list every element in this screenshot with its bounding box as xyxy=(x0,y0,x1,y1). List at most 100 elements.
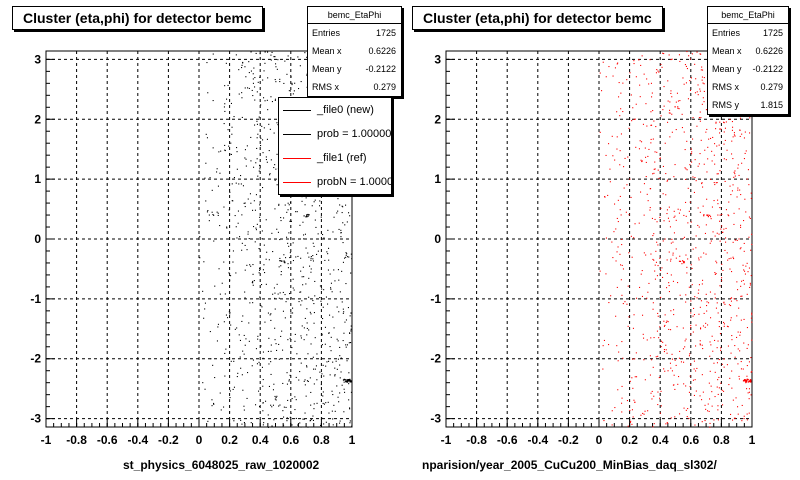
data-point xyxy=(700,256,702,258)
data-point xyxy=(705,224,707,226)
data-point xyxy=(246,145,248,147)
data-point xyxy=(290,422,292,424)
data-point xyxy=(685,338,687,340)
data-point xyxy=(750,394,752,396)
data-point xyxy=(270,59,272,61)
data-point xyxy=(303,327,305,329)
data-point xyxy=(220,409,222,411)
data-point xyxy=(741,420,743,422)
data-point xyxy=(631,409,633,411)
data-point xyxy=(664,142,666,144)
data-point xyxy=(708,410,710,412)
data-point xyxy=(666,287,668,289)
data-point xyxy=(298,379,300,381)
data-point xyxy=(734,417,736,419)
data-point xyxy=(728,258,730,260)
data-point xyxy=(237,210,239,212)
data-point xyxy=(751,233,753,235)
data-point xyxy=(686,272,688,274)
data-point xyxy=(734,173,736,175)
data-point xyxy=(686,266,688,268)
data-point xyxy=(252,302,254,304)
data-point xyxy=(231,133,233,135)
data-point xyxy=(613,231,615,233)
data-point xyxy=(709,341,711,343)
data-point xyxy=(690,312,692,314)
data-point xyxy=(230,324,232,326)
data-point xyxy=(654,161,656,163)
x-tick-label: -0.2 xyxy=(158,433,179,447)
data-point xyxy=(245,165,247,167)
data-point xyxy=(302,418,304,420)
data-point xyxy=(701,66,703,68)
data-point xyxy=(310,259,312,261)
data-point xyxy=(690,221,692,223)
data-point xyxy=(217,323,219,325)
data-point xyxy=(228,272,230,274)
data-point xyxy=(267,350,269,352)
data-point xyxy=(701,374,703,376)
data-point xyxy=(259,323,261,325)
data-point xyxy=(225,348,227,350)
data-point xyxy=(714,273,716,275)
data-point xyxy=(642,123,644,125)
data-point xyxy=(660,390,662,392)
data-point xyxy=(633,237,635,239)
data-point xyxy=(243,422,245,424)
data-point xyxy=(244,244,246,246)
data-point xyxy=(652,302,654,304)
data-point xyxy=(687,258,689,260)
data-point xyxy=(320,216,322,218)
data-point xyxy=(691,161,693,163)
data-point xyxy=(240,419,242,421)
data-point xyxy=(713,200,715,202)
data-point xyxy=(677,100,679,102)
data-point xyxy=(744,270,746,272)
data-point xyxy=(306,322,308,324)
y-tick-label: -3 xyxy=(430,412,441,426)
data-point xyxy=(688,391,690,393)
data-point xyxy=(319,371,321,373)
data-point xyxy=(745,150,747,152)
data-point xyxy=(655,261,657,263)
data-point xyxy=(306,365,308,367)
data-point xyxy=(735,397,737,399)
data-point xyxy=(665,349,667,351)
data-point xyxy=(670,329,672,331)
data-point xyxy=(346,221,348,223)
data-point xyxy=(722,404,724,406)
data-point xyxy=(748,398,750,400)
data-point xyxy=(211,405,213,407)
data-point xyxy=(244,157,246,159)
scatter-plot-ref: -1 -0.8 -0.6 -0.4 -0.2 0 0.2 0.4 0.6 0.8 1-3-2-101… xyxy=(430,50,756,447)
data-point xyxy=(691,284,693,286)
data-point xyxy=(700,69,702,71)
data-point xyxy=(270,404,272,406)
data-point xyxy=(272,293,274,295)
data-point xyxy=(276,68,278,70)
data-point xyxy=(690,300,692,302)
data-point xyxy=(738,238,740,240)
data-point xyxy=(217,212,219,214)
data-point xyxy=(741,162,743,164)
data-point xyxy=(337,198,339,200)
data-point xyxy=(264,321,266,323)
data-point xyxy=(723,325,725,327)
data-point xyxy=(236,147,238,149)
data-point xyxy=(679,100,681,102)
data-point xyxy=(255,404,257,406)
data-point xyxy=(331,390,333,392)
data-point xyxy=(306,334,308,336)
data-point xyxy=(300,426,302,428)
data-point xyxy=(276,228,278,230)
data-point xyxy=(620,133,622,135)
data-point xyxy=(618,82,620,84)
data-point xyxy=(214,285,216,287)
data-point xyxy=(725,241,727,243)
data-point xyxy=(346,379,349,382)
data-point xyxy=(323,289,325,291)
data-point xyxy=(647,155,649,157)
data-point xyxy=(671,358,673,360)
data-point xyxy=(716,386,718,388)
data-point xyxy=(286,417,288,419)
